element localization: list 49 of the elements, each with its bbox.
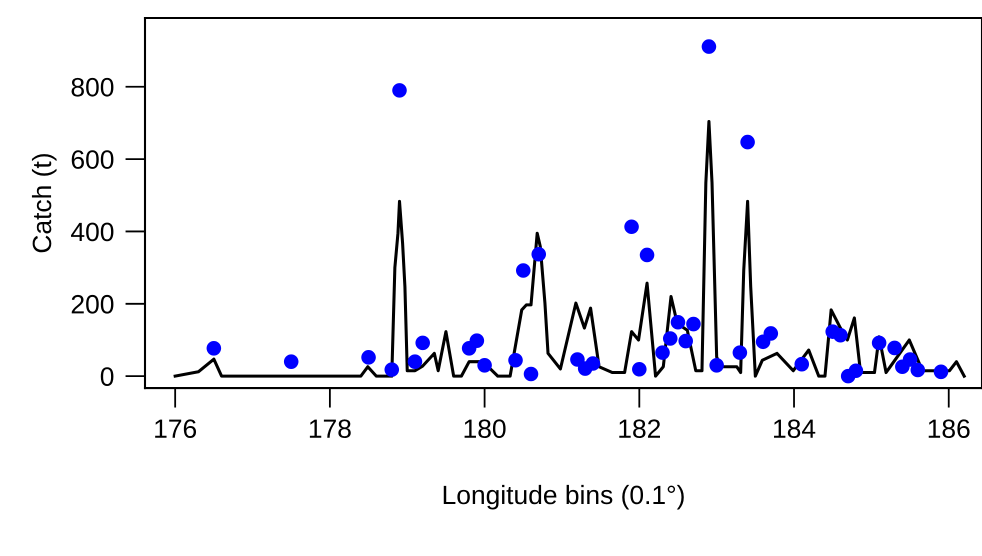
point — [415, 336, 430, 350]
line-series — [174, 120, 966, 378]
x-tick-label: 178 — [310, 419, 351, 438]
point — [531, 246, 546, 262]
x-axis-title: Longitude bins (0.1°) — [444, 484, 684, 510]
point — [408, 354, 422, 369]
point — [872, 336, 886, 350]
point — [655, 345, 670, 360]
point — [384, 362, 400, 377]
point — [516, 263, 531, 278]
point — [887, 340, 902, 356]
x-tick-label: 186 — [928, 419, 970, 438]
point — [702, 39, 716, 54]
point — [524, 366, 538, 382]
y-axis-title: Catch (t) — [32, 154, 57, 252]
point — [470, 333, 484, 348]
point — [632, 362, 647, 377]
point — [477, 358, 492, 373]
point — [902, 352, 918, 367]
point — [732, 345, 748, 360]
x-tick-label: 176 — [155, 419, 196, 438]
point — [833, 328, 848, 343]
point — [640, 248, 654, 262]
point — [709, 358, 724, 373]
point — [764, 326, 778, 341]
x-tick-label: 180 — [464, 419, 506, 438]
point — [686, 316, 701, 332]
point — [934, 364, 948, 380]
x-tick-label: 184 — [774, 419, 816, 438]
y-tick-label: 200 — [72, 294, 114, 314]
point — [586, 356, 600, 371]
y-tick-label: 600 — [72, 150, 114, 169]
point — [284, 354, 298, 369]
point — [361, 350, 376, 365]
y-tick-label: 400 — [71, 222, 114, 242]
point — [670, 314, 686, 330]
y-tick-label: 800 — [72, 78, 114, 97]
point — [392, 83, 407, 98]
point — [508, 352, 523, 368]
y-tick-label: 0 — [100, 367, 114, 386]
point — [794, 356, 810, 372]
point — [678, 334, 694, 348]
point — [624, 219, 639, 234]
point — [910, 362, 926, 378]
point — [662, 331, 678, 346]
x-tick-label: 182 — [619, 419, 660, 438]
point — [740, 134, 755, 150]
point — [206, 341, 222, 356]
point — [848, 363, 864, 378]
